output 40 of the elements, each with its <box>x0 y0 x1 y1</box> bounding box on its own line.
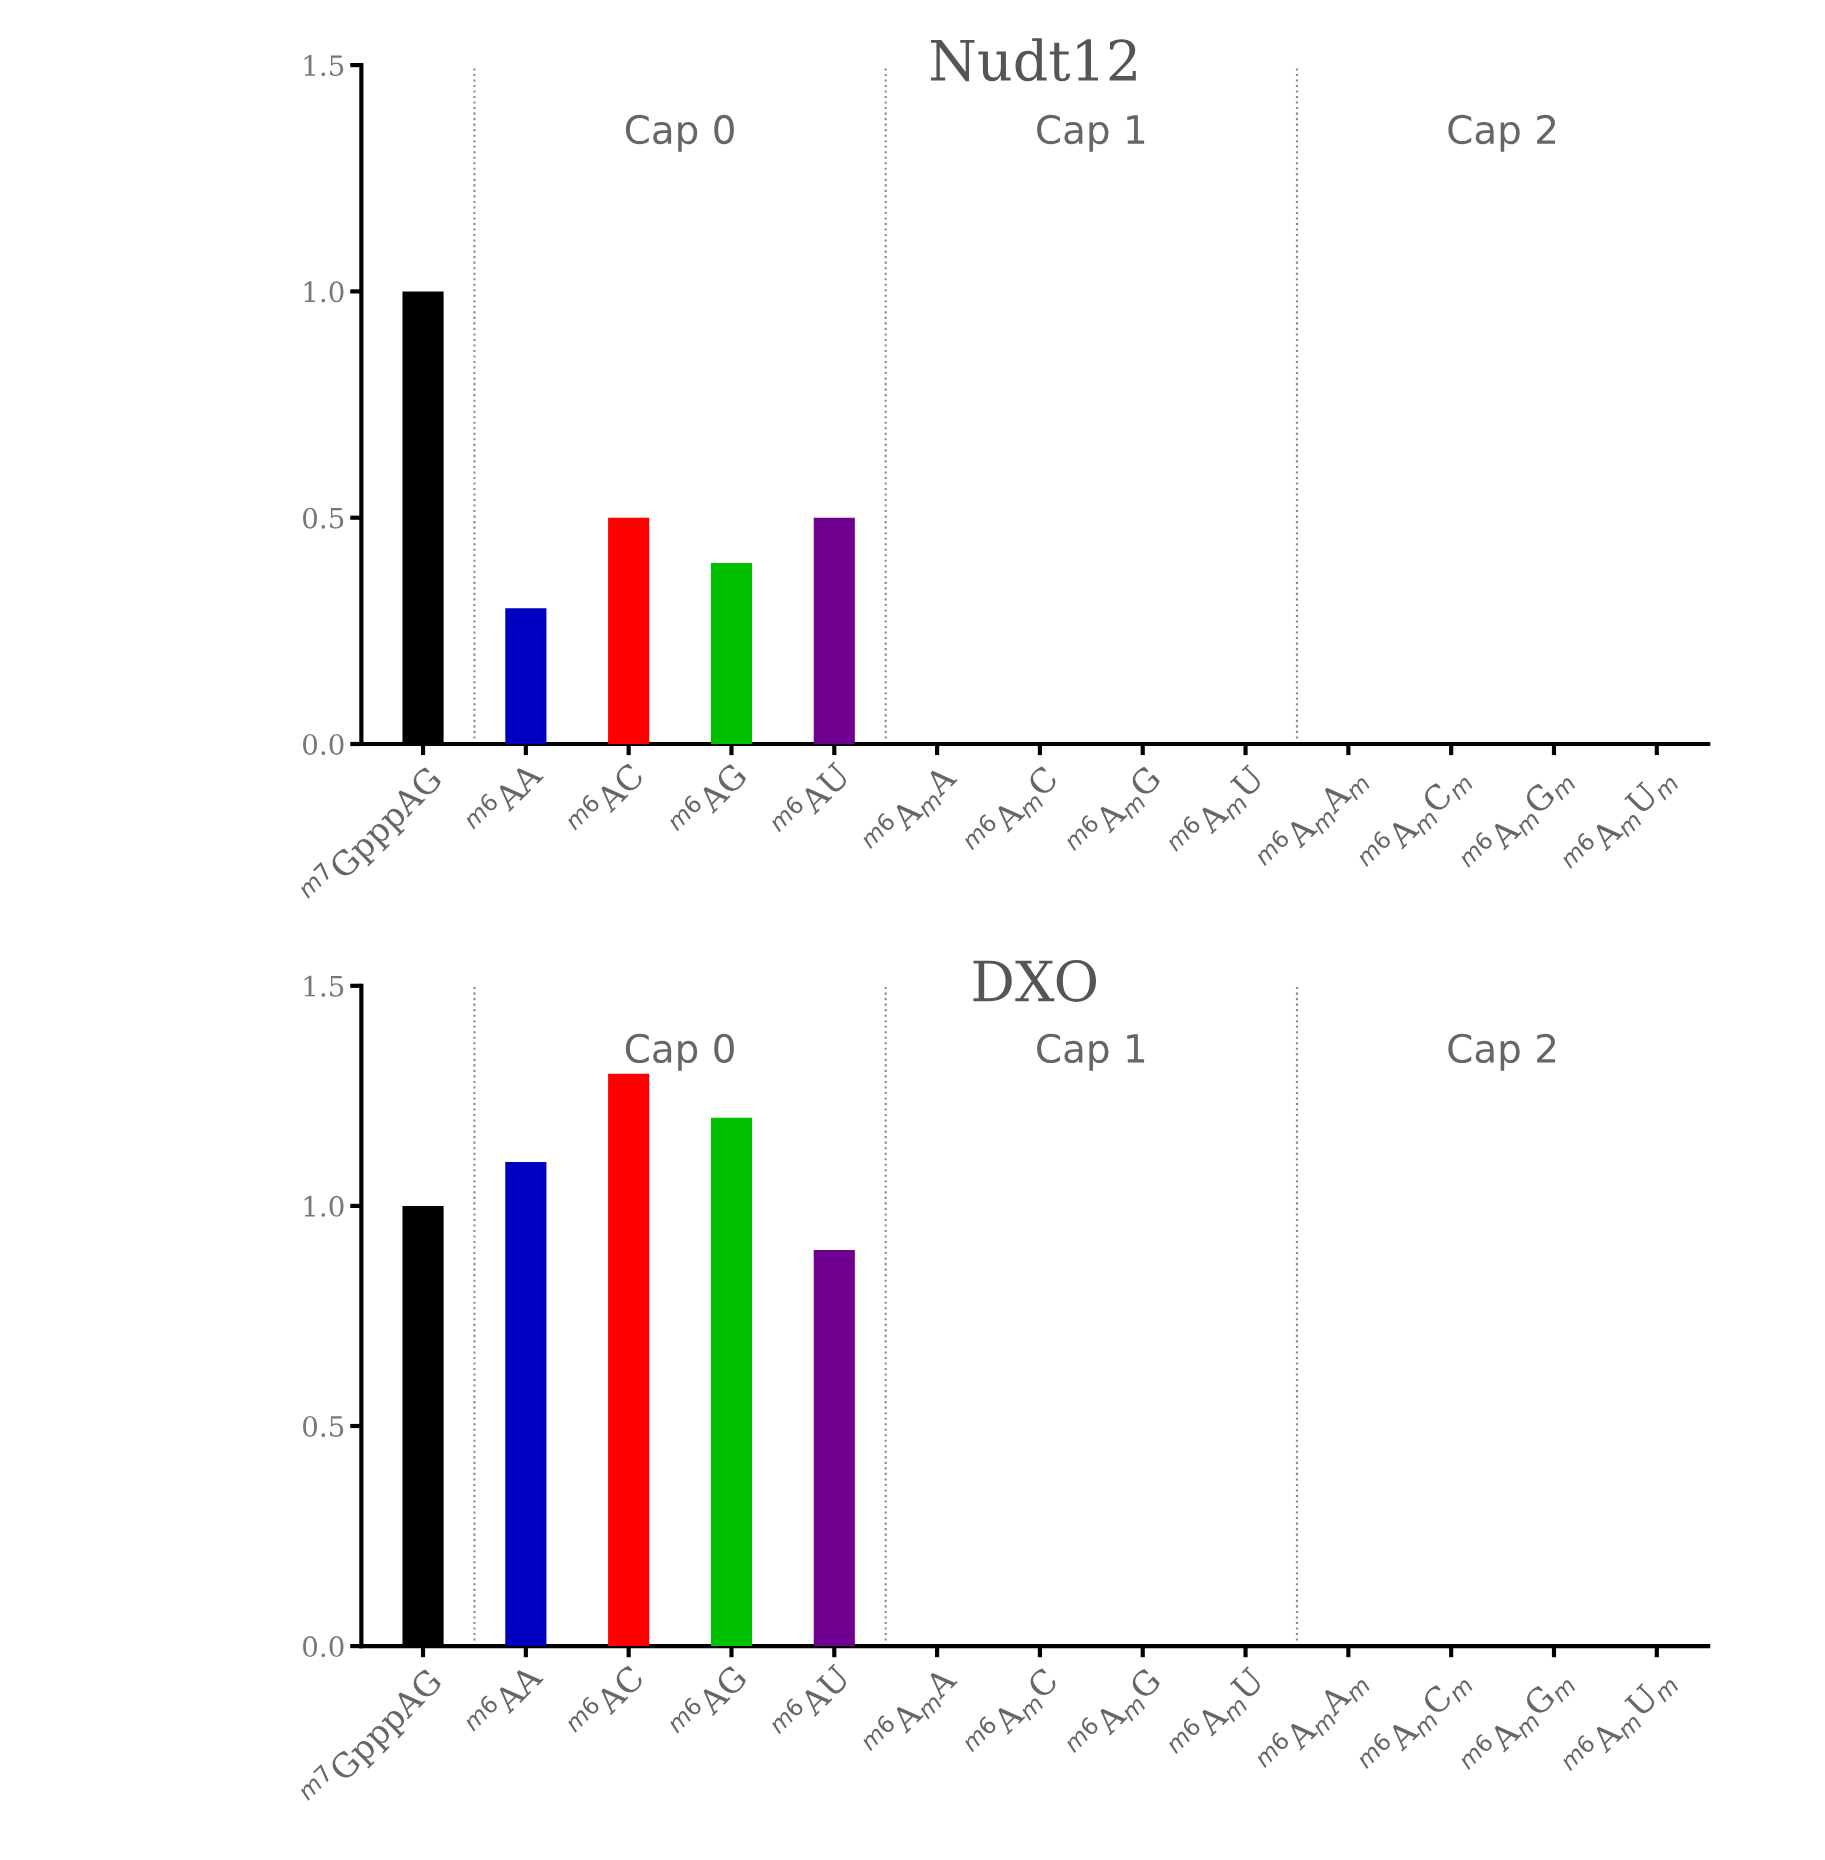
bar <box>813 1249 855 1647</box>
bar <box>505 1161 547 1647</box>
bar <box>608 517 650 744</box>
y-tick-label: 1.0 <box>304 281 344 303</box>
y-tick-label: 1.5 <box>304 55 344 77</box>
y-tick-label: 0.5 <box>303 507 344 529</box>
y-tick-label: 1.0 <box>304 1195 344 1217</box>
annotation: Cap 0 <box>625 114 734 152</box>
annotation: Cap 2 <box>1448 1033 1556 1071</box>
annotation: Cap 0 <box>625 1033 734 1071</box>
x-tick-label: $^{m6}$AU <box>767 1659 852 1744</box>
y-tick-label: 1.5 <box>304 975 344 997</box>
x-tick-label: $^{m7}$GpppAG <box>296 761 448 913</box>
x-tick-label: $^{m6}$A$_{m}$A <box>858 758 962 862</box>
x-tick-label: $^{m6}$AG <box>665 758 748 841</box>
x-tick-label: $^{m7}$GpppAG <box>296 1664 448 1815</box>
y-tick-label: 0.5 <box>303 1415 344 1437</box>
x-tick-label: $^{m6}$A$_{m}$G <box>1062 1663 1165 1766</box>
bar <box>710 562 753 744</box>
x-tick-label: $^{m6}$A$_{m}$A <box>858 1661 962 1764</box>
bar <box>505 608 547 744</box>
bar <box>710 1117 753 1647</box>
chart-title: DXO <box>973 959 1097 1002</box>
x-tick-label: $^{m6}$AG <box>665 1660 748 1743</box>
y-tick-label: 0.0 <box>303 733 344 755</box>
x-tick-label: $^{m6}$A$_{m}$C <box>960 1662 1063 1766</box>
x-tick-label: $^{m6}$A$_{m}$C <box>960 760 1063 864</box>
y-tick-label: 0.0 <box>303 1636 344 1658</box>
x-tick-label: $^{m6}$AC <box>563 1660 646 1743</box>
x-tick-label: $^{m6}$AA <box>461 1658 544 1741</box>
chart-title: Nudt12 <box>931 38 1136 82</box>
annotation: Cap 1 <box>1037 1033 1145 1071</box>
x-tick-label: $^{m6}$AC <box>563 758 646 840</box>
bar <box>813 517 855 744</box>
annotation: Cap 1 <box>1037 114 1145 152</box>
annotation: Cap 2 <box>1448 114 1556 152</box>
x-tick-label: $^{m6}$AA <box>461 756 544 839</box>
x-tick-label: $^{m6}$A$_{m}$G <box>1062 761 1165 864</box>
bar <box>608 1073 650 1647</box>
x-tick-label: $^{m6}$AU <box>767 757 852 842</box>
